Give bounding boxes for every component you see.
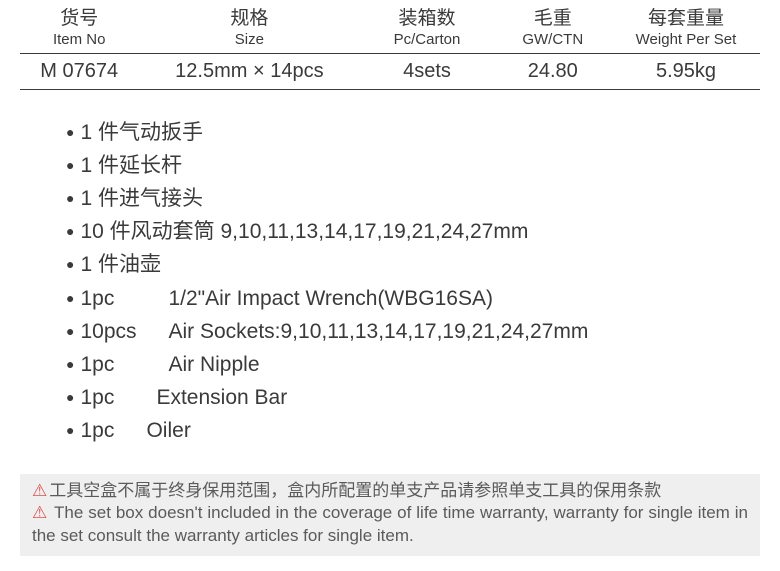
spec-table-header: 货号Item No规格Size装箱数Pc/Carton毛重GW/CTN每套重量W… — [20, 8, 760, 53]
warning-box: ⚠工具空盒不属于终身保用范围，盒内所配置的单支产品请参照单支工具的保用条款 ⚠ … — [20, 474, 760, 557]
item-qty: 1pc — [80, 348, 168, 381]
list-item: 10pcsAir Sockets:9,10,11,13,14,17,19,21,… — [66, 315, 760, 348]
spec-table-row: M 07674 12.5mm × 14pcs 4sets 24.80 5.95k… — [20, 53, 760, 89]
col-header: 毛重GW/CTN — [494, 8, 612, 53]
item-qty: 10pcs — [80, 315, 168, 348]
item-desc: Extension Bar — [156, 381, 287, 414]
list-item: 1pcAir Nipple — [66, 348, 760, 381]
warning-en: ⚠ The set box doesn't included in the co… — [32, 502, 748, 548]
list-item: 1 件延长杆 — [66, 149, 760, 182]
cell-item-no: M 07674 — [20, 53, 138, 89]
list-item: 1 件气动扳手 — [66, 116, 760, 149]
col-header-cn: 规格 — [142, 8, 356, 31]
col-header-cn: 装箱数 — [364, 8, 489, 31]
col-header-en: GW/CTN — [498, 31, 608, 49]
warning-cn: ⚠工具空盒不属于终身保用范围，盒内所配置的单支产品请参照单支工具的保用条款 — [32, 480, 748, 503]
cell-pc-carton: 4sets — [360, 53, 493, 89]
list-item: 1pc1/2"Air Impact Wrench(WBG16SA) — [66, 282, 760, 315]
warning-icon: ⚠ — [32, 503, 47, 522]
warning-en-text: The set box doesn't included in the cove… — [32, 503, 748, 545]
col-header-cn: 毛重 — [498, 8, 608, 31]
col-header: 每套重量Weight Per Set — [612, 8, 760, 53]
warning-icon: ⚠ — [32, 481, 47, 500]
col-header-cn: 每套重量 — [616, 8, 756, 31]
col-header-en: Weight Per Set — [616, 31, 756, 49]
col-header: 装箱数Pc/Carton — [360, 8, 493, 53]
item-desc: 1/2"Air Impact Wrench(WBG16SA) — [168, 282, 493, 315]
cell-size: 12.5mm × 14pcs — [138, 53, 360, 89]
col-header-en: Size — [142, 31, 356, 49]
col-header: 规格Size — [138, 8, 360, 53]
col-header: 货号Item No — [20, 8, 138, 53]
list-item: 1pcOiler — [66, 414, 760, 447]
list-item: 1 件进气接头 — [66, 182, 760, 215]
item-qty: 1pc — [80, 381, 156, 414]
contents-list: 1 件气动扳手1 件延长杆1 件进气接头10 件风动套筒 9,10,11,13,… — [66, 116, 760, 448]
cell-gw-ctn: 24.80 — [494, 53, 612, 89]
item-desc: Air Sockets:9,10,11,13,14,17,19,21,24,27… — [168, 315, 588, 348]
cell-weight-per-set: 5.95kg — [612, 53, 760, 89]
item-desc: Air Nipple — [168, 348, 259, 381]
list-item: 10 件风动套筒 9,10,11,13,14,17,19,21,24,27mm — [66, 215, 760, 248]
spec-table: 货号Item No规格Size装箱数Pc/Carton毛重GW/CTN每套重量W… — [20, 8, 760, 90]
col-header-cn: 货号 — [24, 8, 134, 31]
list-item: 1 件油壶 — [66, 248, 760, 281]
warning-cn-text: 工具空盒不属于终身保用范围，盒内所配置的单支产品请参照单支工具的保用条款 — [49, 481, 661, 500]
item-desc: Oiler — [146, 414, 190, 447]
item-qty: 1pc — [80, 414, 146, 447]
col-header-en: Pc/Carton — [364, 31, 489, 49]
list-item: 1pcExtension Bar — [66, 381, 760, 414]
col-header-en: Item No — [24, 31, 134, 49]
item-qty: 1pc — [80, 282, 168, 315]
